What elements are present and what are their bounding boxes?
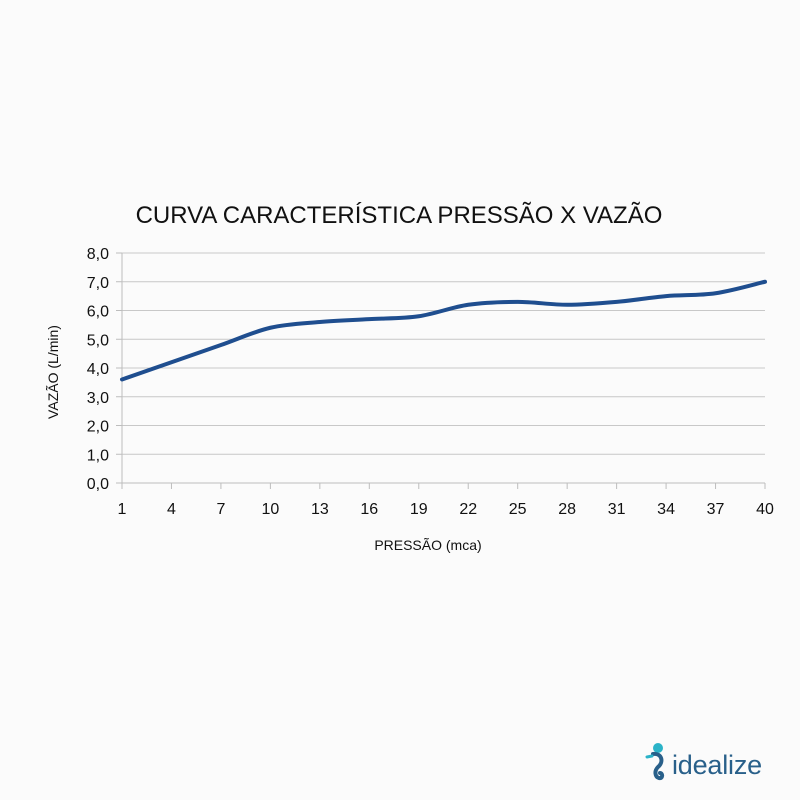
chart-title: CURVA CARACTERÍSTICA PRESSÃO X VAZÃO [136,202,663,229]
x-tick-label: 25 [509,501,527,518]
y-tick-label: 8,0 [87,246,109,263]
y-tick-label: 4,0 [87,361,109,378]
seahorse-icon [645,743,665,781]
x-tick-label: 1 [118,501,127,518]
y-tick-label: 5,0 [87,332,109,349]
brand-logo: idealize [644,742,784,786]
y-tick-label: 0,0 [87,476,109,493]
x-tick-label: 16 [360,501,378,518]
y-axis-label: VAZÃO (L/min) [45,325,61,419]
brand-name: idealize [672,750,762,780]
x-tick-label: 37 [707,501,725,518]
x-tick-label: 22 [459,501,477,518]
x-tick-label: 28 [558,501,576,518]
x-tick-label: 40 [756,501,774,518]
y-tick-label: 2,0 [87,419,109,436]
x-tick-label: 7 [216,501,225,518]
y-tick-label: 6,0 [87,304,109,321]
x-tick-label: 10 [261,501,279,518]
x-axis-label: PRESSÃO (mca) [374,537,481,553]
x-tick-labels: 1 4 7 10 13 16 19 22 25 28 31 34 37 40 [118,483,774,518]
x-tick-label: 34 [657,501,675,518]
series-group [120,279,767,382]
x-tick-label: 4 [167,501,176,518]
x-tick-label: 31 [608,501,626,518]
x-tick-label: 19 [410,501,428,518]
y-tick-label: 7,0 [87,275,109,292]
x-tick-label: 13 [311,501,329,518]
y-tick-label: 3,0 [87,390,109,407]
y-tick-label: 1,0 [87,447,109,464]
series-line [120,279,767,382]
gridlines [116,252,765,484]
y-tick-labels: 0,0 1,0 2,0 3,0 4,0 5,0 6,0 7,0 8,0 [87,246,109,493]
